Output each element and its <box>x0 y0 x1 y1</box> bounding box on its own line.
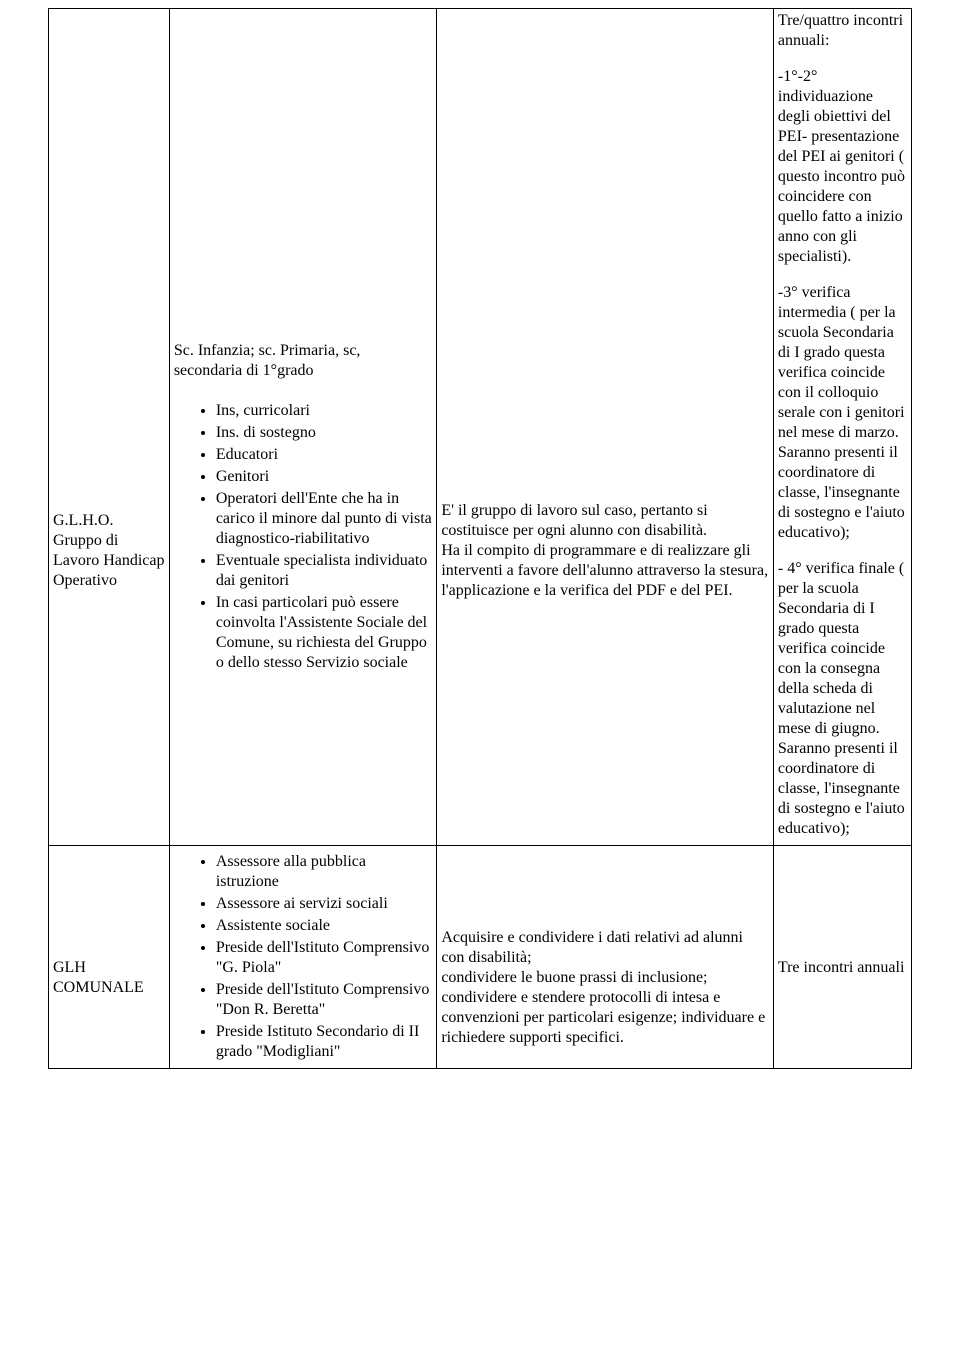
list-item: Preside dell'Istituto Comprensivo "G. Pi… <box>216 938 433 978</box>
cell-r2-c3: Acquisire e condividere i dati relativi … <box>437 846 774 1069</box>
cell-r1-c2: Sc. Infanzia; sc. Primaria, sc, secondar… <box>169 9 437 846</box>
table-row: G.L.H.O. Gruppo di Lavoro Handicap Opera… <box>49 9 912 846</box>
r1c2-list: Ins, curricolari Ins. di sostegno Educat… <box>174 401 433 673</box>
r1c3-p1: E' il gruppo di lavoro sul caso, pertant… <box>441 501 769 541</box>
list-item: In casi particolari può essere coinvolta… <box>216 593 433 673</box>
r1c4-p1: Tre/quattro incontri annuali: <box>778 11 907 51</box>
list-item: Ins. di sostegno <box>216 423 433 443</box>
table-row: GLH COMUNALE Assessore alla pubblica ist… <box>49 846 912 1069</box>
cell-r2-c4: Tre incontri annuali <box>773 846 911 1069</box>
r2c3-p1: Acquisire e condividere i dati relativi … <box>441 928 769 968</box>
cell-r1-c1: G.L.H.O. Gruppo di Lavoro Handicap Opera… <box>49 9 170 846</box>
cell-r1-c3: E' il gruppo di lavoro sul caso, pertant… <box>437 9 774 846</box>
list-item: Educatori <box>216 445 433 465</box>
list-item: Preside dell'Istituto Comprensivo "Don R… <box>216 980 433 1020</box>
list-item: Operatori dell'Ente che ha in carico il … <box>216 489 433 549</box>
cell-r1-c4: Tre/quattro incontri annuali: -1°-2° ind… <box>773 9 911 846</box>
list-item: Assistente sociale <box>216 916 433 936</box>
main-table: G.L.H.O. Gruppo di Lavoro Handicap Opera… <box>48 8 912 1069</box>
r1c4-p3: -3° verifica intermedia ( per la scuola … <box>778 283 907 543</box>
r2c3-p2: condividere le buone prassi di inclusion… <box>441 968 769 1048</box>
r1c4-p2: -1°-2° individuazione degli obiettivi de… <box>778 67 907 267</box>
list-item: Assessore ai servizi sociali <box>216 894 433 914</box>
cell-r2-c2: Assessore alla pubblica istruzione Asses… <box>169 846 437 1069</box>
glho-subtitle: Gruppo di Lavoro Handicap Operativo <box>53 531 165 591</box>
list-item: Ins, curricolari <box>216 401 433 421</box>
list-item: Assessore alla pubblica istruzione <box>216 852 433 892</box>
r1c4-p4: - 4° verifica finale ( per la scuola Sec… <box>778 559 907 839</box>
glh-comunale-title: GLH COMUNALE <box>53 958 165 998</box>
list-item: Preside Istituto Secondario di II grado … <box>216 1022 433 1062</box>
r1c2-intro: Sc. Infanzia; sc. Primaria, sc, secondar… <box>174 341 433 381</box>
page: G.L.H.O. Gruppo di Lavoro Handicap Opera… <box>0 0 960 1077</box>
r2c4-p1: Tre incontri annuali <box>778 958 907 978</box>
cell-r2-c1: GLH COMUNALE <box>49 846 170 1069</box>
list-item: Eventuale specialista individuato dai ge… <box>216 551 433 591</box>
r1c3-p2: Ha il compito di programmare e di realiz… <box>441 541 769 601</box>
list-item: Genitori <box>216 467 433 487</box>
glho-title: G.L.H.O. <box>53 512 113 529</box>
r2c2-list: Assessore alla pubblica istruzione Asses… <box>174 852 433 1062</box>
